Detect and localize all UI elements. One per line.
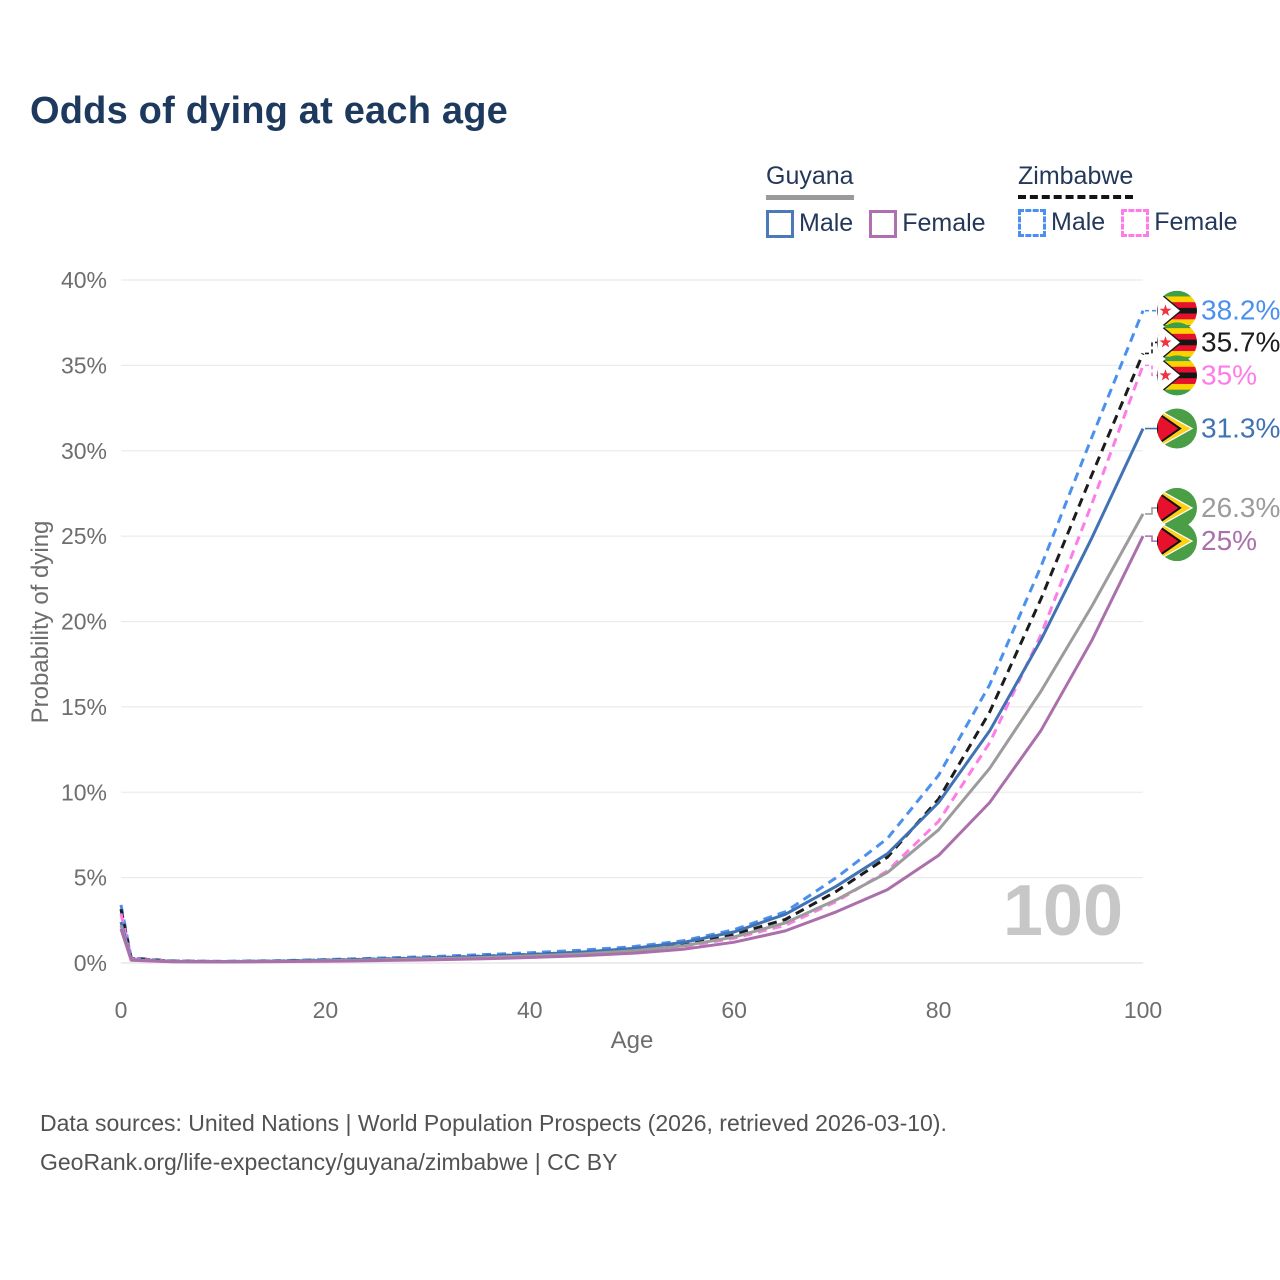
y-tick-label: 15% [61,694,107,720]
zimbabwe-flag-icon [1157,290,1197,331]
guyana-male-line-swatch-icon [766,209,794,238]
footer: Data sources: United Nations | World Pop… [40,1104,947,1182]
end-value-label-guyana-male: 31.3% [1201,413,1280,444]
end-value-label-guyana: 26.3% [1201,492,1280,523]
data-sources-text: Data sources: United Nations | World Pop… [40,1110,947,1136]
legend-country-zimbabwe[interactable]: Zimbabwe [1018,162,1134,199]
series-line-zimbabwe-male [119,310,1145,963]
end-value-label-guyana-female: 25% [1201,525,1257,556]
zimbabwe-female-line-swatch-icon [1121,208,1150,237]
legend-entry-label: Female [1154,208,1238,236]
y-tick-label: 20% [61,609,107,635]
y-tick-label: 10% [61,779,107,805]
legend-entry-label: Female [902,209,986,237]
y-axis-title: Probability of dying [27,521,54,724]
y-tick-label: 25% [61,523,107,549]
legend-entry-zimbabwe-female[interactable]: Female [1121,208,1238,237]
legend-group-guyana: Guyana Male Female [766,162,986,238]
end-value-label-zimbabwe: 35.7% [1201,326,1280,357]
y-tick-label: 5% [74,865,107,891]
attribution-text: GeoRank.org/life-expectancy/guyana/zimba… [40,1149,618,1175]
label-connector [1145,535,1157,542]
x-tick-label: 20 [313,997,339,1023]
guyana-flag-icon [1157,521,1197,562]
x-tick-label: 100 [1124,997,1162,1023]
guyana-flag-icon [1157,408,1197,449]
legend-country-guyana[interactable]: Guyana [766,162,854,200]
label-connector [1145,507,1157,515]
x-tick-label: 60 [721,997,747,1023]
page-title: Odds of dying at each age [30,90,508,132]
guyana-flag-icon [1157,487,1197,528]
label-connector [1145,364,1157,377]
legend: Guyana Male Female Zimbabwe Male Female [0,162,1280,252]
legend-entry-guyana-male[interactable]: Male [766,209,853,238]
legend-entry-label: Male [799,209,854,237]
y-tick-label: 30% [61,438,107,464]
zimbabwe-flag-icon [1157,322,1197,363]
legend-entry-guyana-female[interactable]: Female [869,209,986,238]
end-value-label-zimbabwe-female: 35% [1201,359,1257,390]
zimbabwe-male-line-swatch-icon [1018,208,1046,237]
label-connector [1145,341,1157,355]
x-axis-title: Age [611,1027,654,1054]
age-counter-watermark: 100 [1002,871,1123,951]
x-tick-label: 0 [115,997,128,1023]
guyana-female-line-swatch-icon [869,209,898,238]
x-tick-label: 40 [517,997,543,1023]
y-tick-label: 35% [61,352,107,378]
legend-group-zimbabwe: Zimbabwe Male Female [1018,162,1238,237]
end-value-label-zimbabwe-male: 38.2% [1201,295,1280,326]
y-tick-label: 0% [74,950,107,976]
legend-entry-label: Male [1051,208,1106,236]
y-tick-label: 40% [61,267,107,293]
zimbabwe-flag-icon [1157,355,1197,396]
legend-entry-zimbabwe-male[interactable]: Male [1018,208,1105,237]
x-tick-label: 80 [926,997,952,1023]
